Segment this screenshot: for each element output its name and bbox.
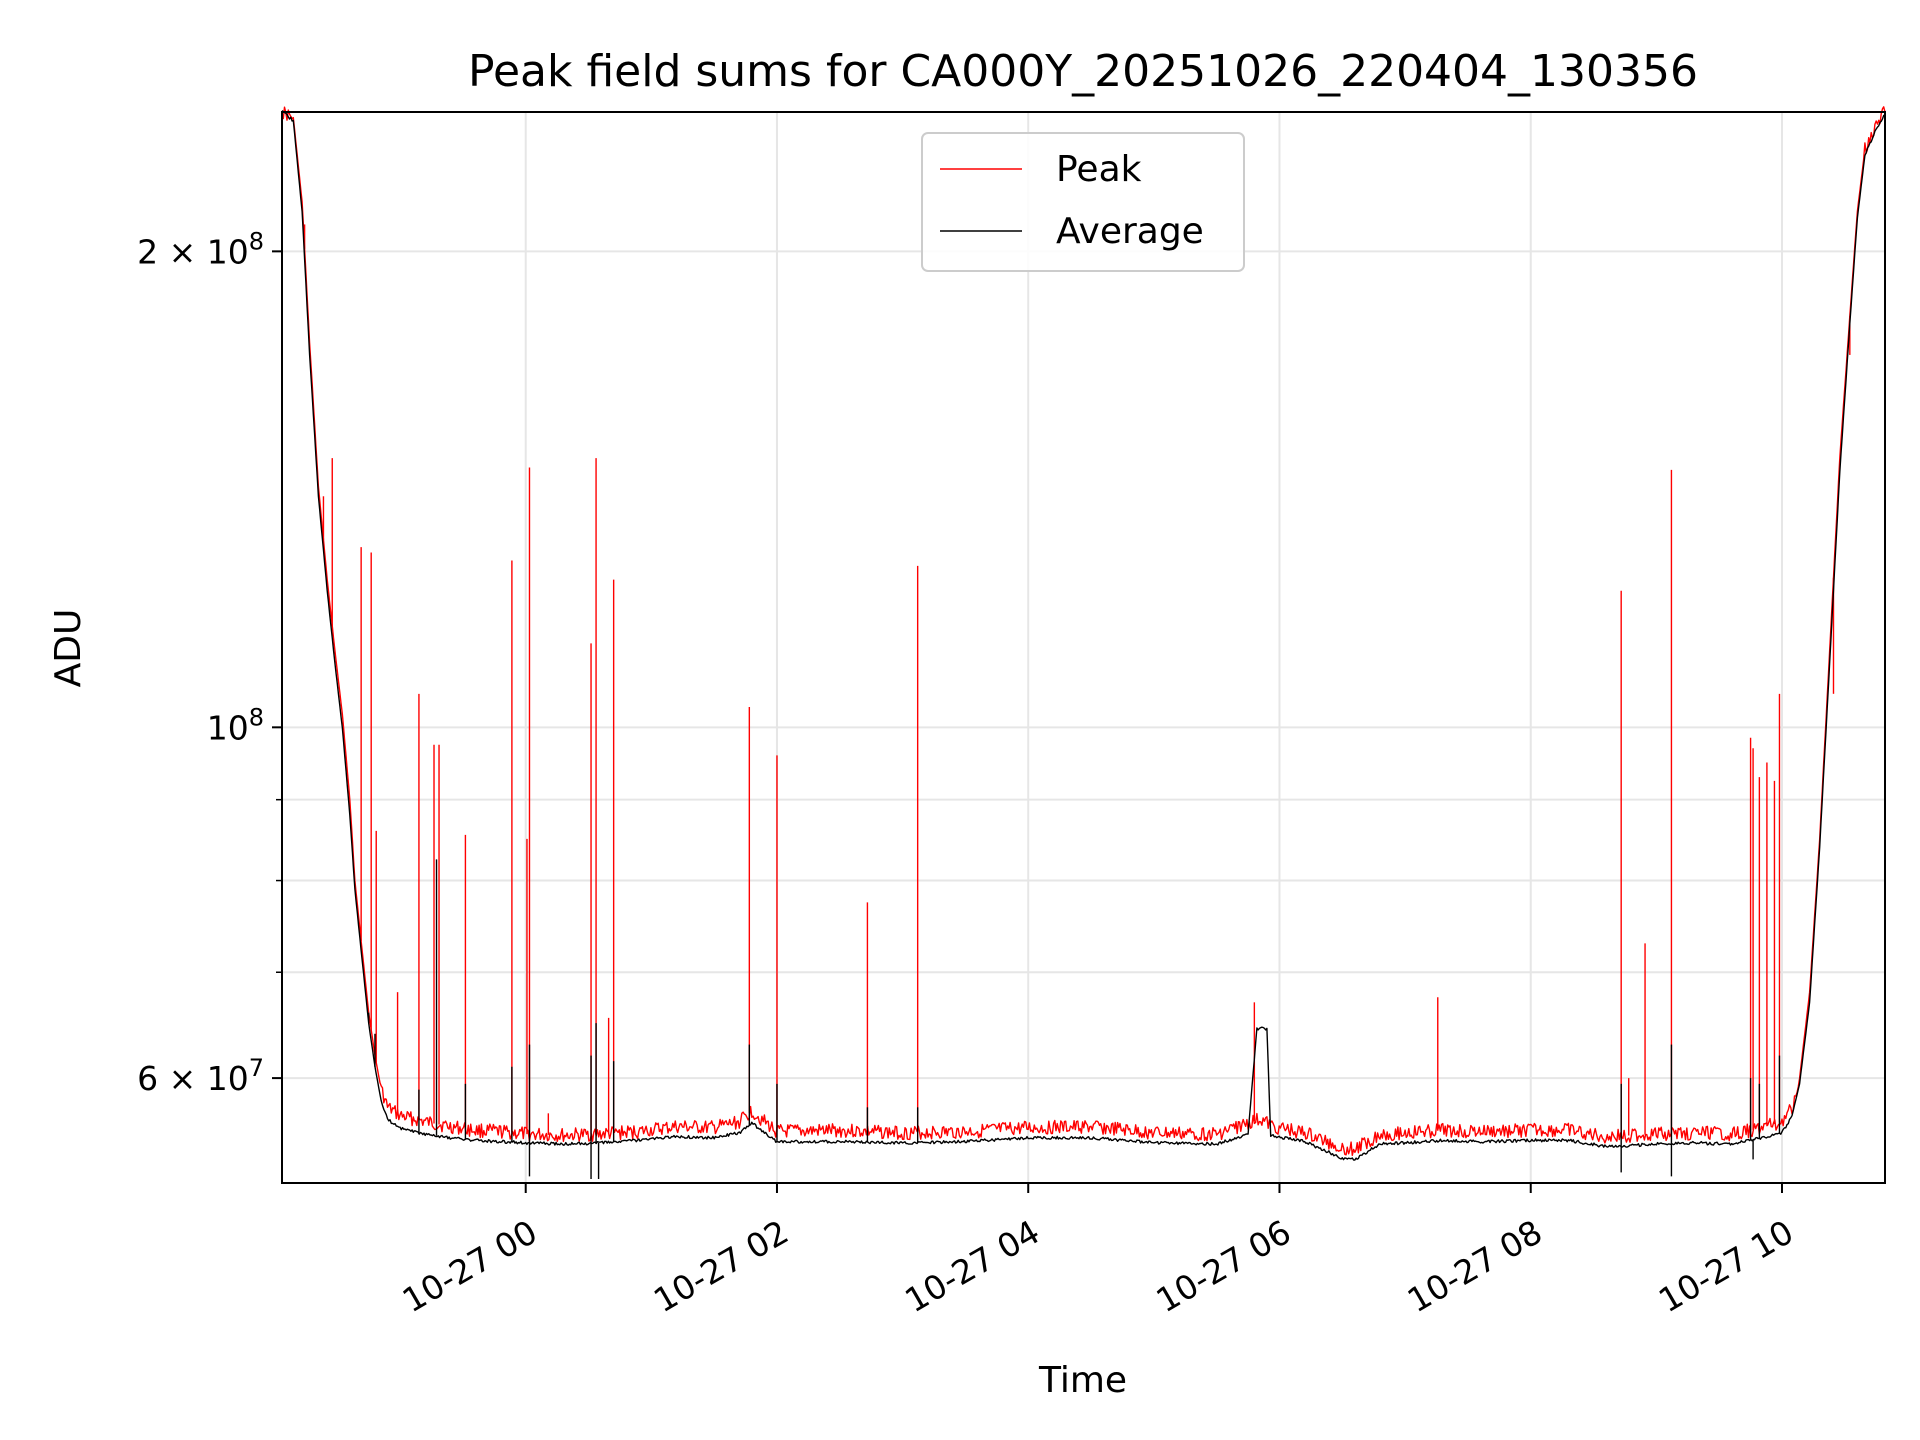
chart-title: Peak field sums for CA000Y_20251026_2204… [468,46,1698,97]
series-line-average [281,110,1886,1161]
y-tick-label: 2 × 108 [137,227,264,271]
grid [282,112,1885,1183]
y-axis-ticks: 6 × 107 108 2 × 108 [137,227,282,1098]
axes-frame [281,111,1886,1184]
y-axis-title: ADU [48,609,89,688]
legend-peak-label: Peak [1056,149,1142,190]
series-line-peak [281,106,1886,1157]
legend-box [921,132,1245,272]
legend-average-label: Average [1056,211,1204,252]
y-tick-label: 6 × 107 [137,1054,264,1098]
y-tick-label: 108 [207,703,264,747]
plot-area [281,106,1886,1180]
legend: Peak Average [921,132,1245,272]
x-axis-title: Time [1038,1360,1127,1401]
